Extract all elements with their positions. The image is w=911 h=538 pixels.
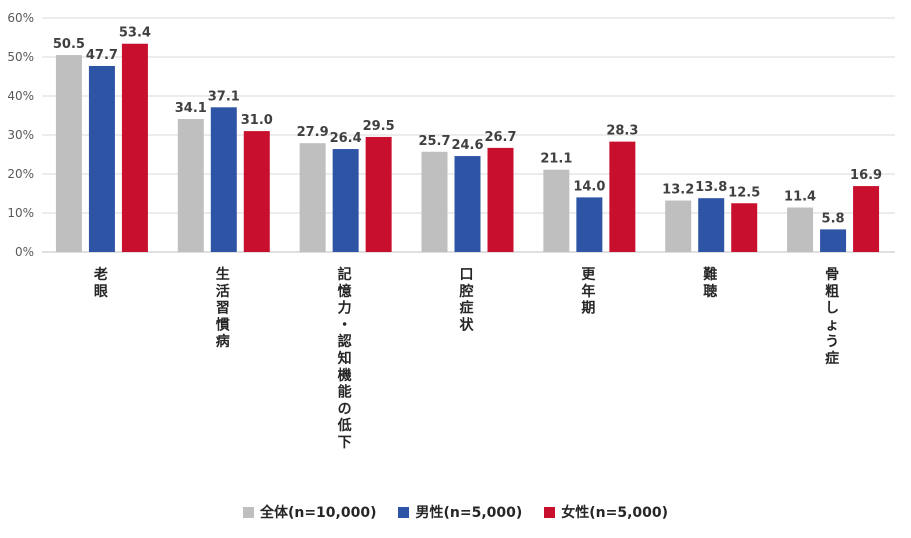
category-label-char: 更 xyxy=(581,267,596,283)
y-tick-label: 50% xyxy=(7,50,34,64)
bar xyxy=(731,203,758,252)
bar xyxy=(121,43,148,252)
y-tick-label: 40% xyxy=(7,89,34,103)
category-label-char: 口 xyxy=(460,267,474,283)
category-label-char: 粗 xyxy=(825,283,839,300)
category-label-char: 下 xyxy=(338,435,352,451)
data-label: 14.0 xyxy=(573,179,605,194)
y-tick-label: 10% xyxy=(7,206,34,220)
data-labels: 50.547.753.4 34.137.131.0 27.9 26.429.5 25.7… xyxy=(53,26,882,227)
category-label-char: し xyxy=(825,301,839,317)
data-label: 13.2 xyxy=(662,183,694,198)
data-label: 26.7 xyxy=(484,130,516,145)
category-label-char: 能 xyxy=(338,384,352,401)
legend-label-male: 男性(n=5,000) xyxy=(415,505,523,521)
category-label-char: 聴 xyxy=(703,284,717,300)
data-label: 50.5 xyxy=(53,37,85,52)
bar xyxy=(299,143,326,252)
category-label-char: 生 xyxy=(216,266,230,283)
bar xyxy=(210,107,237,252)
legend-swatch-male xyxy=(398,506,410,518)
data-label: 37.1 xyxy=(208,89,240,104)
data-label: 26.4 xyxy=(330,131,362,146)
category-label-char: ・ xyxy=(338,317,352,333)
category-label-char: 症 xyxy=(825,350,839,367)
bar xyxy=(609,141,636,252)
y-tick-label: 60% xyxy=(7,11,34,25)
bar xyxy=(698,198,725,252)
category-label-char: 認 xyxy=(338,333,352,350)
bar xyxy=(177,119,204,252)
bar xyxy=(820,229,847,252)
bars xyxy=(55,43,880,252)
category-label-char: 習 xyxy=(216,301,230,317)
category-label-char: 病 xyxy=(216,333,230,350)
category-label-char: 低 xyxy=(337,417,352,434)
data-label: 21.1 xyxy=(540,152,572,167)
y-tick-label: 0% xyxy=(15,245,34,259)
data-label: 16.9 xyxy=(850,168,882,183)
category-label-char: 記 xyxy=(338,266,352,283)
category-label-char: 力 xyxy=(338,300,352,317)
bar xyxy=(421,151,448,252)
data-label: 11.4 xyxy=(784,190,816,205)
category-label-char: 憶 xyxy=(338,283,352,300)
bar xyxy=(88,65,115,252)
bar xyxy=(787,207,814,252)
legend-item-female: 女性(n=5,000) xyxy=(544,502,668,522)
category-label-char: 状 xyxy=(460,316,475,333)
bar xyxy=(543,169,570,252)
data-label: 5.8 xyxy=(822,211,845,226)
category-label-char: 機 xyxy=(338,367,352,384)
y-tick-label: 30% xyxy=(7,128,34,142)
bar xyxy=(454,156,481,252)
legend-swatch-female xyxy=(544,506,556,518)
legend-label-all: 全体(n=10,000) xyxy=(259,505,377,521)
data-label: 31.0 xyxy=(241,113,273,128)
bar xyxy=(487,147,514,252)
data-label: 28.3 xyxy=(606,124,638,139)
legend-swatch-all xyxy=(242,506,254,518)
data-label: 34.1 xyxy=(175,101,207,116)
category-label-char: 眼 xyxy=(94,284,108,300)
data-label: 29.5 xyxy=(363,119,395,134)
legend: 全体(n=10,000) 男性(n=5,000) 女性(n=5,000) xyxy=(0,502,911,522)
data-label: 13.8 xyxy=(695,180,727,195)
category-label-char: う xyxy=(825,334,839,350)
category-label-char: 症 xyxy=(460,300,474,317)
data-label: 53.4 xyxy=(119,26,151,41)
bar xyxy=(853,186,880,252)
bar-chart: 0% 10% 20% 30% 40% 50% 60% 50.547.753.4 34.137.… xyxy=(7,11,895,451)
bar xyxy=(576,197,603,252)
data-label: 47.7 xyxy=(86,48,118,63)
category-label-char: の xyxy=(338,401,352,417)
bar xyxy=(55,55,82,252)
category-label-char: 慣 xyxy=(215,316,230,333)
category-label-char: 老 xyxy=(94,266,108,283)
category-label-char: 知 xyxy=(338,350,352,367)
category-label-char: 活 xyxy=(216,283,230,300)
legend-item-all: 全体(n=10,000) xyxy=(242,502,377,522)
data-label: 12.5 xyxy=(728,185,760,200)
bar xyxy=(243,131,270,252)
category-label-char: ょ xyxy=(825,317,839,333)
data-label: 27.9 xyxy=(297,125,329,140)
category-label-char: 難 xyxy=(703,266,717,283)
category-label-char: 骨 xyxy=(825,266,839,283)
bar xyxy=(332,149,359,252)
legend-item-male: 男性(n=5,000) xyxy=(398,502,522,522)
category-label-char: 年 xyxy=(581,283,595,300)
data-label: 24.6 xyxy=(451,138,483,153)
bar xyxy=(365,136,392,252)
category-label-char: 期 xyxy=(581,301,595,317)
bar xyxy=(665,200,692,252)
legend-label-female: 女性(n=5,000) xyxy=(561,505,669,521)
category-label-char: 腔 xyxy=(459,283,474,300)
y-tick-label: 20% xyxy=(7,167,34,181)
data-label: 25.7 xyxy=(418,134,450,149)
